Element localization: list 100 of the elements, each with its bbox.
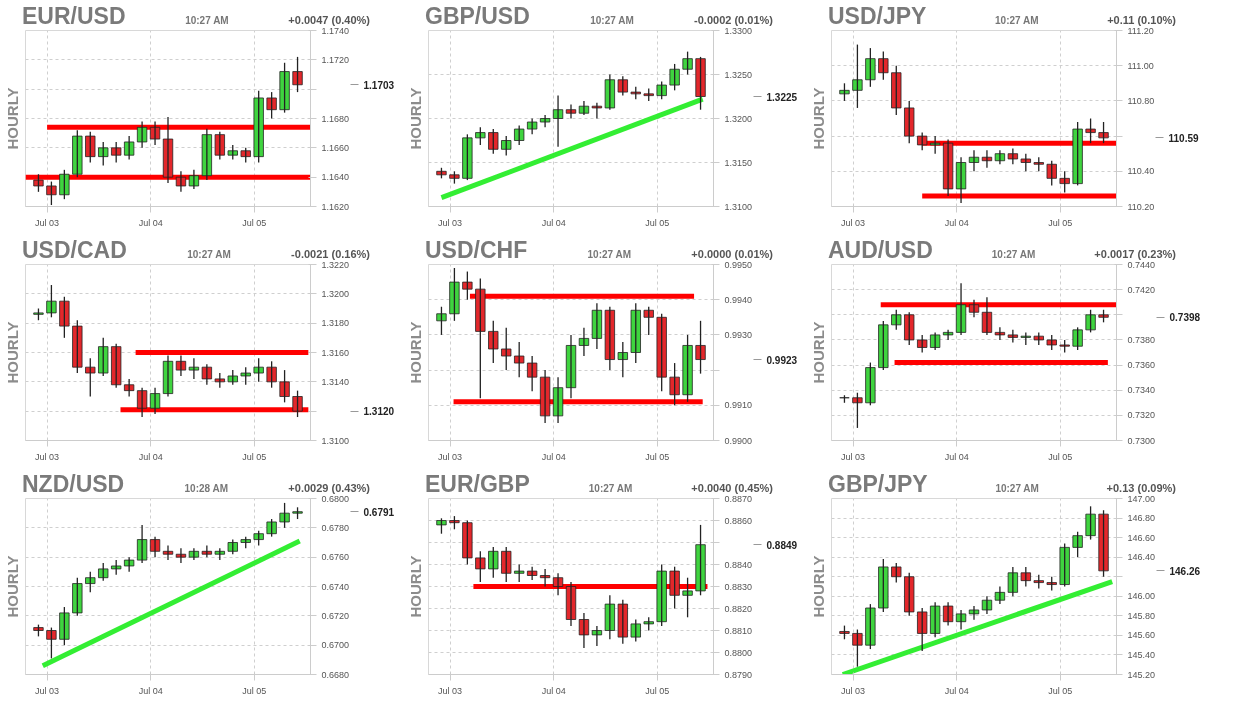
candlestick bbox=[968, 605, 980, 621]
text: 10:27 AM bbox=[587, 248, 632, 262]
candlestick bbox=[85, 131, 96, 164]
y-tick-label: 0.8810 bbox=[724, 625, 753, 636]
chart-title: EUR/GBP bbox=[425, 470, 530, 499]
y-tick-label: 146.00 bbox=[1127, 591, 1156, 602]
candlestick bbox=[72, 577, 83, 617]
x-tick-label: Jul 04 bbox=[944, 451, 969, 462]
x-tick-label: Jul 04 bbox=[138, 451, 163, 462]
candlestick bbox=[878, 558, 889, 613]
text: 10:27 AM bbox=[995, 482, 1039, 496]
y-axis-title: HOURLY bbox=[3, 321, 21, 384]
y-tick-label: 110.40 bbox=[1127, 166, 1155, 177]
y-tick-label: 1.3160 bbox=[321, 347, 350, 358]
candlestick bbox=[475, 550, 486, 583]
candlestick bbox=[852, 628, 863, 668]
y-tick-label: 146.60 bbox=[1127, 532, 1156, 543]
y-tick-label: 0.7360 bbox=[1127, 360, 1156, 371]
text: -0.0002 (0.01%) bbox=[694, 13, 773, 28]
y-tick-label: 145.60 bbox=[1127, 630, 1156, 641]
candlestick bbox=[852, 43, 863, 109]
candlestick bbox=[526, 355, 538, 392]
candlestick bbox=[501, 546, 512, 583]
y-tick-label: 0.7300 bbox=[1127, 435, 1156, 446]
x-tick-label: Jul 03 bbox=[35, 685, 60, 696]
y-tick-label: 1.3220 bbox=[321, 259, 350, 270]
text: +0.0040 (0.45%) bbox=[691, 481, 773, 496]
candlestick bbox=[72, 129, 83, 178]
x-tick-label: Jul 03 bbox=[35, 217, 60, 228]
candlestick bbox=[695, 56, 706, 111]
x-tick-label: Jul 04 bbox=[541, 451, 566, 462]
candlestick bbox=[891, 309, 902, 331]
candlestick bbox=[1085, 309, 1096, 334]
y-tick-label: 0.6800 bbox=[321, 493, 350, 504]
candlestick bbox=[46, 284, 57, 318]
candlestick bbox=[682, 50, 693, 76]
candlestick bbox=[695, 524, 706, 596]
y-tick-label: 146.80 bbox=[1127, 513, 1156, 524]
candlestick bbox=[292, 56, 303, 93]
y-tick-label: 1.3100 bbox=[724, 201, 753, 212]
x-tick-label: Jul 03 bbox=[438, 217, 463, 228]
candlestick bbox=[1085, 117, 1096, 144]
candlestick bbox=[1059, 542, 1070, 588]
y-axis-title: HOURLY bbox=[406, 87, 424, 150]
candlestick bbox=[643, 306, 654, 336]
x-tick-label: Jul 04 bbox=[944, 217, 969, 228]
candlestick bbox=[1072, 121, 1083, 187]
candlestick bbox=[266, 91, 277, 120]
candlestick bbox=[123, 556, 135, 573]
candlestick bbox=[292, 389, 303, 418]
chart-title: EUR/USD bbox=[22, 2, 126, 31]
y-tick-label: 145.20 bbox=[1127, 669, 1156, 680]
candlestick bbox=[85, 357, 96, 398]
y-tick-label: 146.40 bbox=[1127, 552, 1156, 563]
y-tick-label: 1.1740 bbox=[321, 25, 350, 36]
x-tick-label: Jul 05 bbox=[242, 451, 267, 462]
text: 0.9923 bbox=[766, 354, 798, 366]
y-tick-label: 1.1720 bbox=[321, 54, 350, 65]
x-tick-label: Jul 05 bbox=[645, 685, 670, 696]
text: +0.0047 (0.40%) bbox=[288, 13, 370, 28]
candlestick bbox=[604, 73, 616, 111]
y-axis-title: HOURLY bbox=[809, 321, 827, 384]
candlestick bbox=[475, 277, 486, 399]
x-tick-label: Jul 05 bbox=[242, 217, 267, 228]
chart-title: GBP/USD bbox=[425, 2, 530, 31]
candlestick bbox=[1007, 147, 1019, 165]
candlestick bbox=[201, 363, 213, 386]
text: 10:28 AM bbox=[184, 482, 229, 496]
candlestick bbox=[514, 124, 525, 146]
candlestick bbox=[214, 131, 225, 161]
candlestick bbox=[1059, 170, 1070, 194]
x-tick-label: Jul 04 bbox=[138, 217, 163, 228]
y-tick-label: 0.6680 bbox=[321, 669, 350, 680]
y-tick-label: 0.6780 bbox=[321, 522, 350, 533]
y-axis-title: HOURLY bbox=[406, 555, 424, 618]
y-tick-label: 147.00 bbox=[1127, 493, 1156, 504]
text: 10:27 AM bbox=[590, 14, 634, 28]
y-tick-label: 0.9910 bbox=[724, 400, 753, 411]
y-tick-label: 0.8870 bbox=[724, 493, 753, 504]
text: 0.8849 bbox=[766, 539, 798, 551]
candlestick bbox=[253, 89, 264, 164]
candlestick bbox=[514, 341, 525, 378]
candlestick bbox=[994, 326, 1006, 341]
candlestick bbox=[46, 626, 57, 660]
text: 146.26 bbox=[1169, 565, 1201, 577]
chart-title: AUD/USD bbox=[828, 236, 933, 265]
text: 1.3225 bbox=[766, 91, 798, 103]
chart-title: USD/CAD bbox=[22, 236, 127, 265]
candlestick bbox=[201, 544, 213, 558]
candlestick bbox=[942, 329, 954, 341]
candlestick bbox=[111, 141, 122, 164]
y-tick-label: 0.8840 bbox=[724, 559, 753, 570]
x-tick-label: Jul 05 bbox=[242, 685, 267, 696]
y-tick-label: 1.3150 bbox=[724, 157, 753, 168]
candlestick bbox=[617, 75, 628, 97]
text: 10:27 AM bbox=[991, 248, 1036, 262]
y-axis-title: HOURLY bbox=[809, 87, 827, 150]
y-tick-label: 1.1680 bbox=[321, 113, 350, 124]
y-tick-label: 1.3140 bbox=[321, 376, 350, 387]
x-tick-label: Jul 03 bbox=[35, 451, 60, 462]
